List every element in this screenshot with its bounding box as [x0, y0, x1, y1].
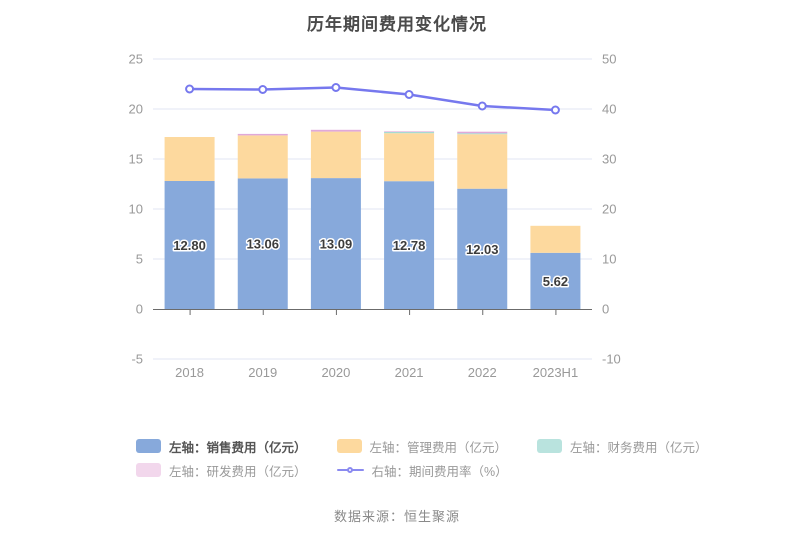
left-axis-tick-label: 25	[129, 52, 143, 67]
bar-segment	[384, 131, 435, 132]
x-axis-category-label: 2019	[248, 365, 277, 380]
chart-title: 历年期间费用变化情况	[307, 15, 487, 34]
left-axis-tick-label: 20	[129, 102, 143, 117]
line-point-marker	[185, 84, 195, 94]
rd-expense-swatch-icon	[136, 463, 161, 477]
bar-segment	[164, 181, 215, 309]
bar-value-label: 12.03	[466, 242, 499, 257]
x-axis-category-label: 2023H1	[533, 365, 579, 380]
bar-value-label: 12.78	[393, 238, 426, 253]
sales-expense-swatch-icon	[136, 439, 161, 453]
legend-item-expense-ratio[interactable]: 右轴：期间费用率（%）	[336, 461, 508, 480]
legend-item-rd-expense[interactable]: 左轴：研发费用（亿元）	[136, 461, 307, 480]
line-point-marker	[550, 105, 560, 115]
line-point-marker	[404, 90, 414, 99]
bar-value-label: 12.80	[173, 238, 206, 253]
bar-segment	[384, 133, 435, 182]
bar-segment	[237, 135, 288, 179]
bar-value-label: 13.09	[320, 237, 353, 252]
admin-expense-swatch-icon	[336, 439, 362, 453]
bar-segment	[457, 188, 508, 309]
right-axis-tick-label: 30	[602, 152, 616, 167]
x-axis-category-label: 2021	[395, 365, 424, 380]
bar-segment	[310, 178, 361, 309]
bar-segment	[457, 131, 508, 134]
right-axis-tick-label: 10	[602, 252, 616, 267]
bar-segment	[457, 133, 508, 135]
legend-item-finance-expense[interactable]: 左轴：财务费用（亿元）	[537, 437, 708, 456]
bar-segment	[237, 178, 288, 309]
legend-item-admin-expense[interactable]: 左轴：管理费用（亿元）	[336, 437, 508, 456]
bar-segment	[310, 129, 361, 132]
left-axis-tick-label: 15	[129, 152, 143, 167]
expense-ratio-line	[189, 86, 556, 112]
legend-label-rd-expense: 左轴：研发费用（亿元）	[169, 464, 307, 479]
finance-expense-swatch-icon	[537, 439, 563, 453]
legend-label-finance-expense: 左轴：财务费用（亿元）	[570, 440, 708, 455]
right-axis-tick-label: 20	[602, 202, 616, 217]
data-source: 数据来源：恒生聚源	[333, 509, 460, 524]
bar-value-label: 13.06	[246, 237, 279, 252]
legend-label-admin-expense: 左轴：管理费用（亿元）	[369, 440, 508, 455]
right-axis-tick-label: -10	[602, 352, 621, 367]
bar-segment	[237, 133, 288, 136]
line-point-marker	[258, 85, 268, 94]
left-axis-tick-label: -5	[131, 352, 143, 367]
right-axis-tick-label: 0	[602, 302, 609, 317]
bar-segment	[530, 252, 581, 309]
x-axis-category-label: 2022	[468, 365, 497, 380]
left-axis-tick-label: 5	[136, 252, 143, 267]
bar-segment	[164, 137, 215, 181]
legend-label-sales-expense: 左轴：销售费用（亿元）	[169, 440, 307, 455]
line-series-legend-icon	[336, 463, 364, 477]
bar-segment	[384, 181, 435, 309]
bar-value-label: 5.62	[543, 274, 568, 289]
left-axis-tick-label: 10	[129, 202, 143, 217]
bar-segment	[530, 225, 581, 253]
bar-segment	[457, 134, 508, 189]
legend-label-expense-ratio: 右轴：期间费用率（%）	[371, 464, 508, 479]
line-point-marker	[477, 101, 487, 111]
line-point-marker	[331, 83, 341, 92]
left-axis-tick-label: 0	[136, 302, 143, 317]
right-axis-tick-label: 50	[602, 52, 616, 67]
legend-item-sales-expense[interactable]: 左轴：销售费用（亿元）	[136, 437, 307, 456]
chart-legend: 左轴：销售费用（亿元） 左轴：管理费用（亿元） 左轴：财务费用（亿元） 左轴：研…	[136, 434, 738, 482]
bar-segment	[310, 131, 361, 179]
legend-row-2: 左轴：研发费用（亿元） 右轴：期间费用率（%）	[136, 458, 738, 482]
x-axis-category-label: 2020	[321, 365, 350, 380]
bar-segment	[384, 132, 435, 134]
right-axis-tick-label: 40	[602, 102, 616, 117]
x-axis-category-label: 2018	[175, 365, 204, 380]
legend-row-1: 左轴：销售费用（亿元） 左轴：管理费用（亿元） 左轴：财务费用（亿元）	[136, 434, 738, 458]
